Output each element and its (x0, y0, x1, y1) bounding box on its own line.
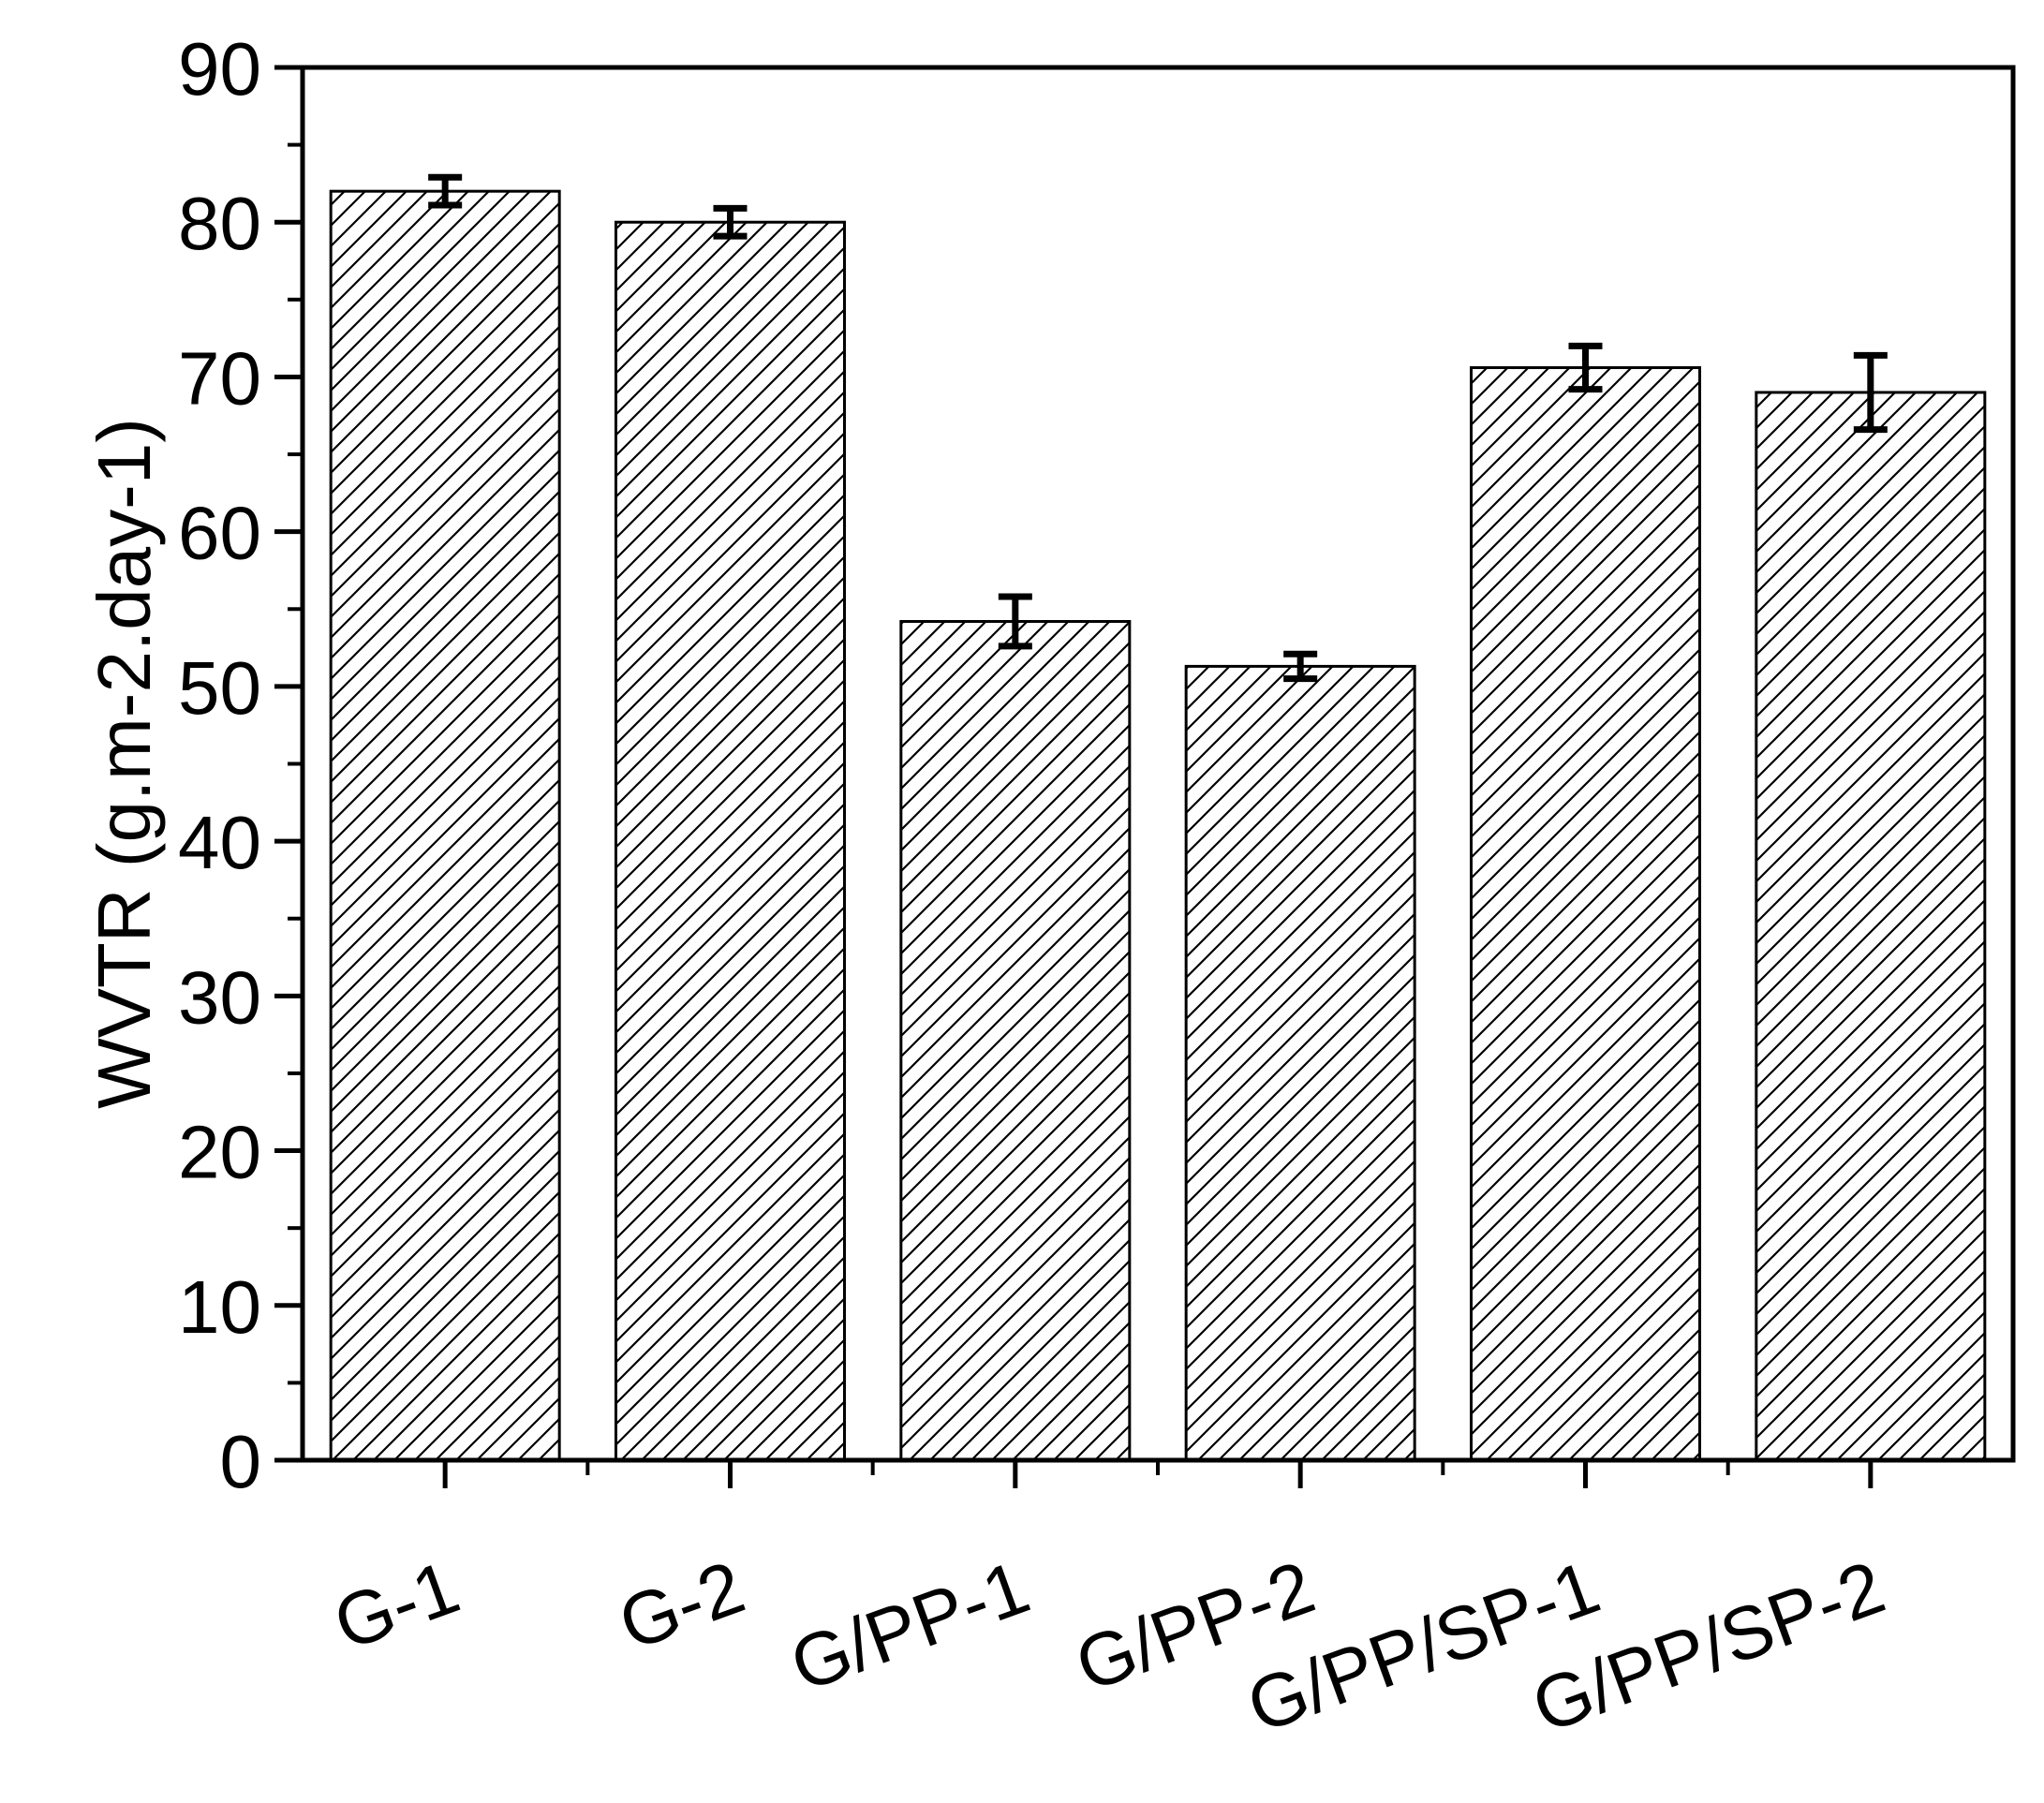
error-bar-3 (998, 593, 1032, 650)
error-bars-group (428, 173, 1888, 683)
y-axis-title: WVTR (g.m-2.day-1) (82, 418, 166, 1109)
bar-6 (1755, 391, 1987, 1462)
error-bar-1 (428, 173, 463, 209)
x-category-label-1: G-1 (323, 1544, 469, 1665)
bars-group (329, 189, 1987, 1462)
y-tick-label: 30 (178, 955, 261, 1039)
x-axis: G-1 G-2 G/PP-1 G/PP-2G/PP/SP-1G/PP/SP-2 (323, 1460, 1895, 1749)
y-tick-label: 10 (178, 1265, 261, 1349)
x-category-label-3: G/PP-1 (780, 1544, 1040, 1707)
bar-4 (1184, 664, 1416, 1462)
error-bar-4 (1283, 650, 1318, 683)
y-tick-label: 20 (178, 1111, 261, 1194)
y-axis: 0 10 20 30 40 50 60 70 80 90 (178, 27, 303, 1503)
y-tick-label: 90 (178, 27, 261, 111)
x-category-label-2: G-2 (609, 1544, 755, 1665)
bar-2 (615, 220, 846, 1462)
bar-3 (899, 619, 1132, 1462)
y-tick-label: 0 (220, 1420, 262, 1503)
y-tick-label: 60 (178, 492, 261, 575)
y-tick-label: 40 (178, 801, 261, 884)
error-bar-2 (713, 204, 748, 240)
error-bar-6 (1853, 351, 1888, 434)
error-bar-5 (1568, 342, 1603, 393)
y-tick-label: 50 (178, 646, 261, 730)
y-tick-label: 80 (178, 182, 261, 265)
y-tick-label: 70 (178, 336, 261, 420)
bar-1 (329, 189, 561, 1462)
bar-5 (1470, 366, 1701, 1462)
